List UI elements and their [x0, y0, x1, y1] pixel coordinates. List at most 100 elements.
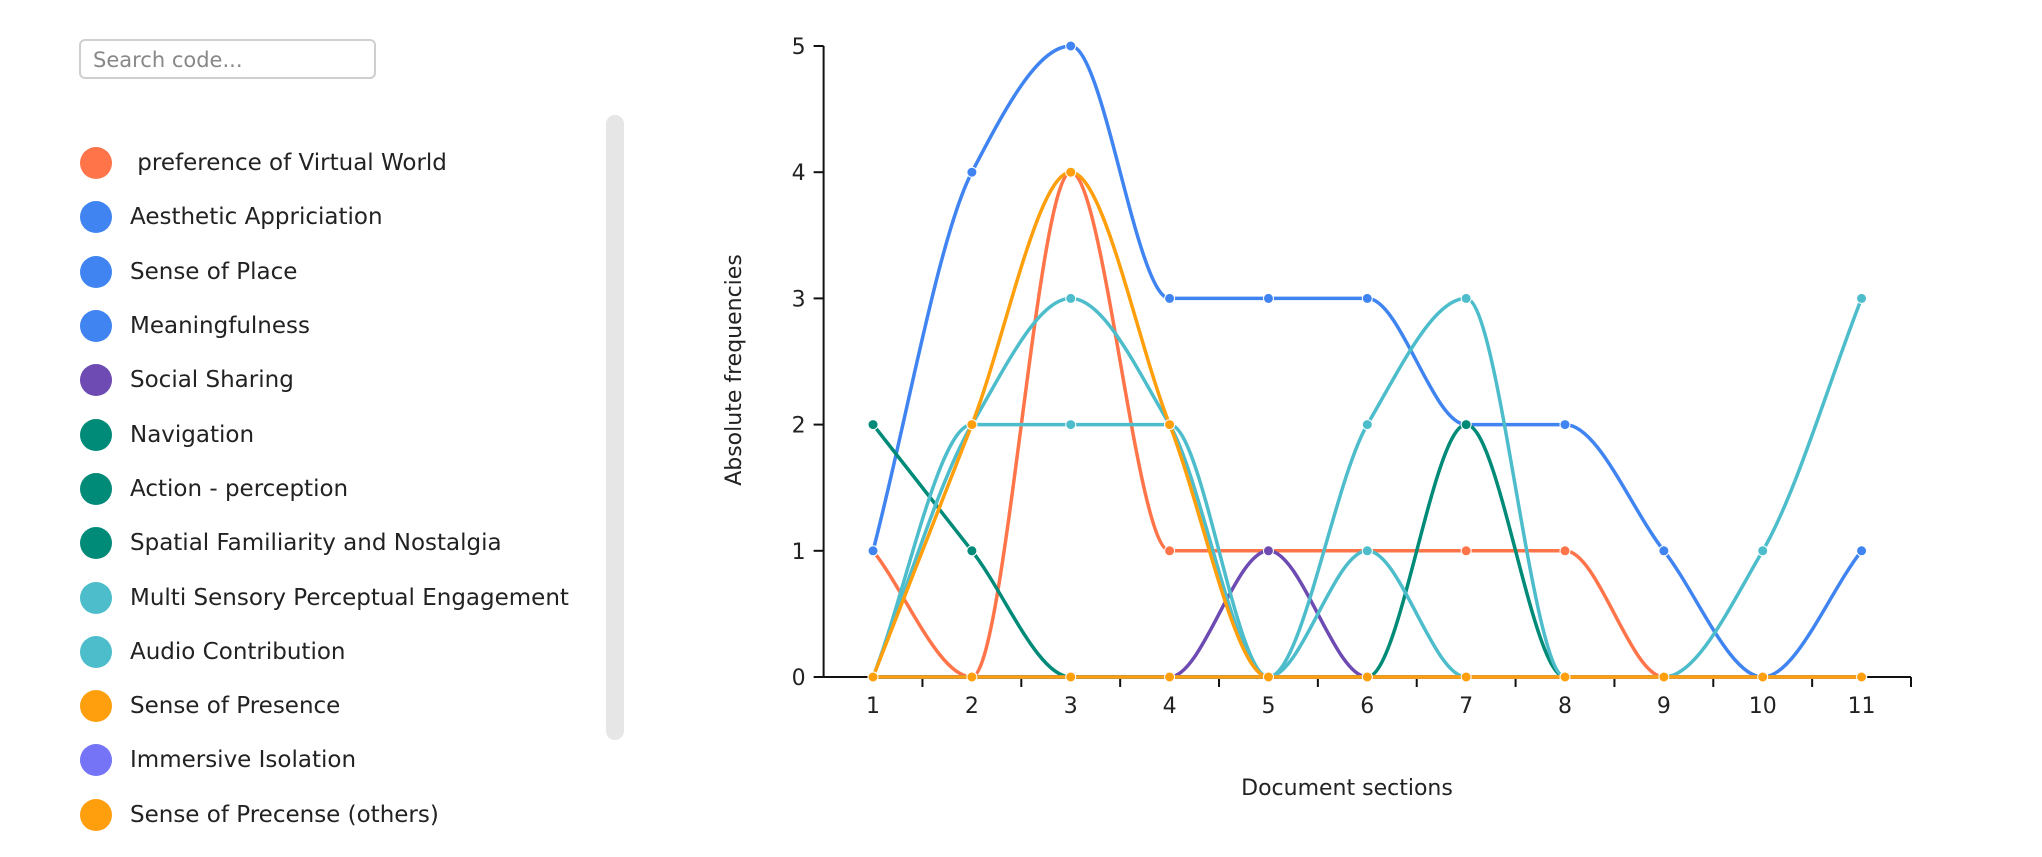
legend-item[interactable]: Audio Contribution — [80, 625, 600, 679]
data-point — [1361, 419, 1373, 431]
legend-label: Sense of Place — [130, 258, 298, 285]
legend-swatch — [80, 581, 112, 614]
data-point — [1658, 671, 1670, 683]
y-tick-label: 5 — [792, 35, 806, 60]
legend-item[interactable]: Sense of Place — [80, 245, 600, 299]
scrollbar[interactable] — [606, 115, 624, 740]
legend-label: Audio Contribution — [130, 638, 346, 665]
y-tick-label: 0 — [792, 666, 806, 691]
legend-swatch — [80, 635, 112, 668]
data-point — [1460, 419, 1472, 431]
data-point — [1460, 545, 1472, 557]
data-point — [1361, 671, 1373, 683]
legend-item[interactable]: Navigation — [80, 407, 600, 461]
legend-swatch — [80, 527, 112, 560]
data-point — [966, 545, 978, 557]
data-point — [1658, 545, 1670, 557]
data-point — [1164, 419, 1176, 431]
legend-label: Sense of Precense (others) — [130, 801, 439, 828]
legend-label: Multi Sensory Perceptual Engagement — [130, 584, 569, 611]
legend-swatch — [80, 310, 112, 343]
data-point — [1262, 545, 1274, 557]
legend-swatch — [80, 472, 112, 505]
y-tick-label: 1 — [792, 540, 806, 565]
legend-swatch — [80, 418, 112, 451]
data-point — [1460, 671, 1472, 683]
legend: preference of Virtual World Aesthetic App… — [80, 136, 600, 842]
legend-label: preference of Virtual World — [130, 150, 447, 177]
legend-item[interactable]: Immersive Isolation — [80, 733, 600, 787]
legend-label: Social Sharing — [130, 367, 294, 394]
x-tick-label: 6 — [1360, 694, 1374, 719]
data-point — [867, 419, 879, 431]
x-tick-label: 4 — [1163, 694, 1177, 719]
series-line — [873, 549, 1862, 679]
legend-item[interactable]: Action - perception — [80, 462, 600, 516]
data-point — [1361, 545, 1373, 557]
data-point — [1361, 292, 1373, 304]
legend-label: Navigation — [130, 421, 255, 448]
data-point — [1559, 419, 1571, 431]
y-axis-label: Absolute frequencies — [722, 254, 747, 486]
data-point — [1856, 545, 1868, 557]
data-point — [1164, 671, 1176, 683]
y-tick-label: 4 — [792, 161, 806, 186]
data-point — [867, 545, 879, 557]
x-tick-label: 7 — [1459, 694, 1473, 719]
series-line — [871, 296, 1864, 679]
data-point — [867, 671, 879, 683]
data-point — [1757, 545, 1769, 557]
legend-item[interactable]: Social Sharing — [80, 353, 600, 407]
legend-swatch — [80, 147, 112, 180]
legend-item[interactable]: Sense of Presence — [80, 679, 600, 733]
legend-item[interactable]: preference of Virtual World — [80, 136, 600, 190]
legend-swatch — [80, 690, 112, 723]
data-point — [1065, 419, 1077, 431]
data-point — [1856, 292, 1868, 304]
data-point — [1559, 671, 1571, 683]
data-point — [1065, 166, 1077, 178]
data-point — [966, 671, 978, 683]
data-point — [966, 166, 978, 178]
search-input[interactable]: Search code... — [79, 39, 376, 79]
data-point — [1460, 292, 1472, 304]
data-point — [1856, 671, 1868, 683]
legend-item[interactable]: Meaningfulness — [80, 299, 600, 353]
data-point — [1164, 545, 1176, 557]
x-tick-label: 10 — [1749, 694, 1777, 719]
x-tick-label: 11 — [1848, 694, 1876, 719]
legend-item[interactable]: Multi Sensory Perceptual Engagement — [80, 570, 600, 624]
data-point — [1757, 671, 1769, 683]
y-tick-label: 2 — [792, 414, 806, 439]
legend-swatch — [80, 364, 112, 397]
data-point — [1262, 292, 1274, 304]
legend-label: Spatial Familiarity and Nostalgia — [130, 530, 502, 557]
legend-swatch — [80, 744, 112, 777]
series-line — [871, 44, 1863, 679]
legend-item[interactable]: Spatial Familiarity and Nostalgia — [80, 516, 600, 570]
data-point — [1164, 292, 1176, 304]
legend-label: Action - perception — [130, 475, 349, 502]
y-tick-label: 3 — [792, 287, 806, 312]
x-tick-label: 8 — [1558, 694, 1572, 719]
x-axis-label: Document sections — [1241, 776, 1453, 801]
data-point — [1559, 545, 1571, 557]
data-point — [1065, 292, 1077, 304]
data-point — [1065, 671, 1077, 683]
x-tick-label: 9 — [1657, 694, 1671, 719]
legend-label: Aesthetic Appriciation — [130, 204, 383, 231]
data-point — [1262, 671, 1274, 683]
legend-label: Sense of Presence — [130, 693, 341, 720]
x-tick-label: 3 — [1064, 694, 1078, 719]
legend-swatch — [80, 255, 112, 288]
legend-item[interactable]: Aesthetic Appriciation — [80, 190, 600, 244]
legend-swatch — [80, 798, 112, 831]
legend-label: Meaningfulness — [130, 313, 310, 340]
x-tick-label: 5 — [1261, 694, 1275, 719]
x-tick-label: 1 — [866, 694, 880, 719]
x-tick-label: 2 — [965, 694, 979, 719]
data-point — [1065, 40, 1077, 52]
legend-item[interactable]: Sense of Precense (others) — [80, 788, 600, 842]
